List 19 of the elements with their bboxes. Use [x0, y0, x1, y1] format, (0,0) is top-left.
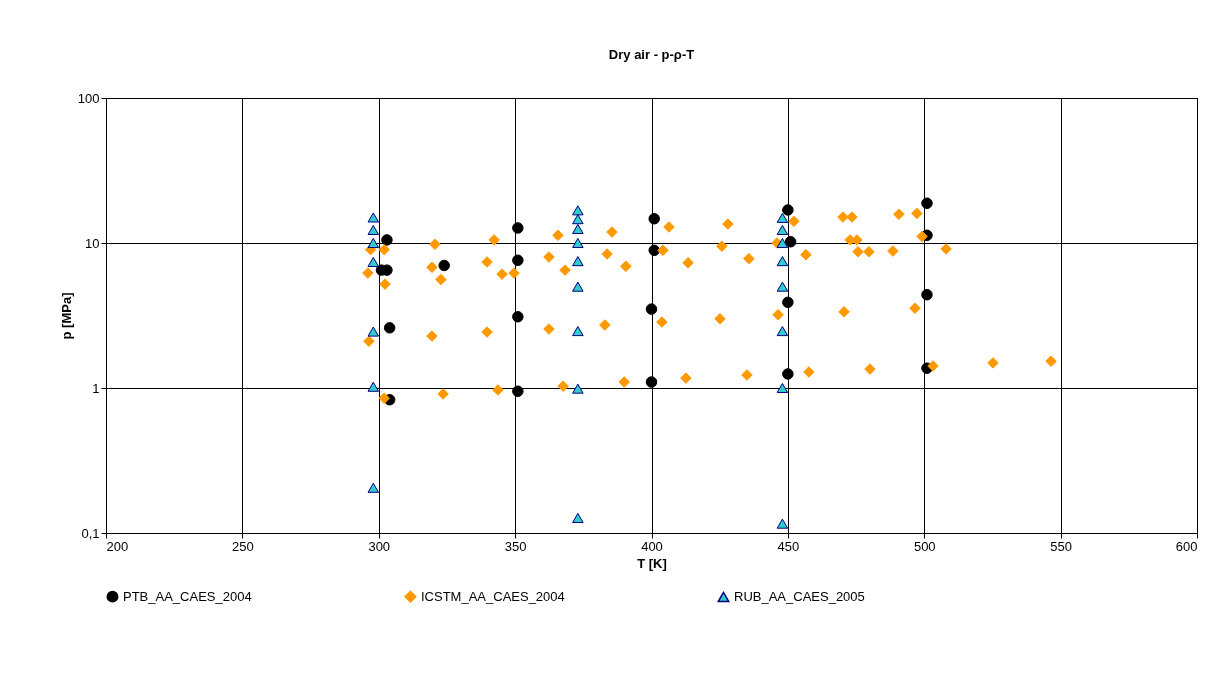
x-tick-label: 450	[777, 538, 800, 554]
x-axis-title: T [K]	[637, 555, 667, 571]
x-tick-label: 400	[641, 538, 663, 554]
x-tick-label: 200	[106, 538, 129, 554]
x-tick-label: 550	[1050, 538, 1072, 554]
chart-title: Dry air - p-ρ-T	[608, 47, 695, 62]
legend-label: RUB_AA_CAES_2005	[734, 588, 865, 604]
legend-label: PTB_AA_CAES_2004	[123, 588, 252, 604]
x-tick-label: 600	[1175, 538, 1198, 554]
y-axis-title: p [MPa]	[58, 292, 74, 340]
x-tick-label: 250	[232, 538, 254, 554]
legend-label: ICSTM_AA_CAES_2004	[421, 588, 565, 604]
x-tick-label: 500	[913, 538, 936, 554]
x-tick-label: 350	[504, 538, 527, 554]
y-tick-label: 100	[77, 90, 100, 106]
y-tick-label: 1	[92, 380, 100, 396]
y-tick-label: 0,1	[81, 525, 100, 541]
x-tick-label: 300	[368, 538, 391, 554]
y-tick-label: 10	[85, 235, 100, 251]
